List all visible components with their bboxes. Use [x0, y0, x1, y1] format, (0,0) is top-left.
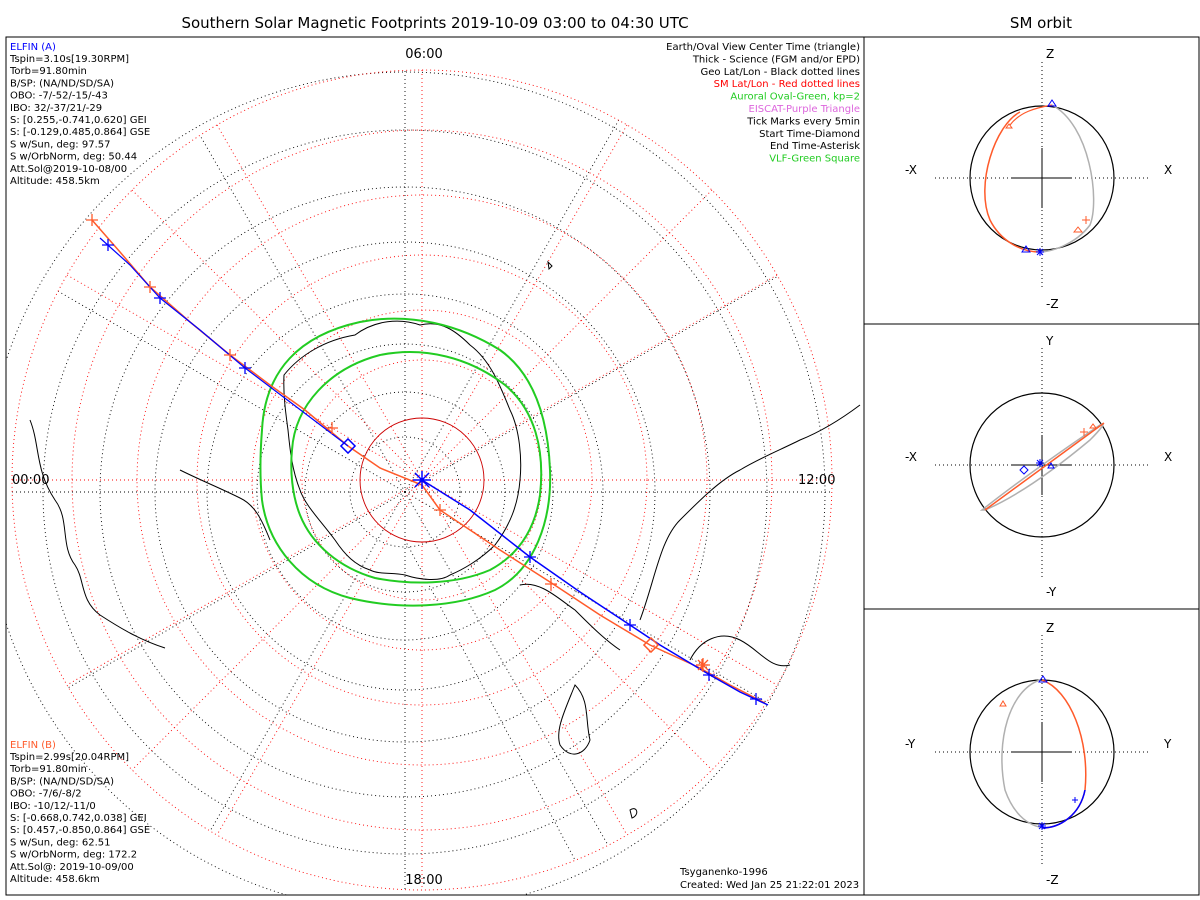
clock-bottom-label: 18:00 [405, 873, 442, 888]
probe-a-name: ELFIN (A) [10, 42, 56, 53]
model-label: Tsyganenko-1996 [679, 867, 768, 878]
legend-entry: VLF-Green Square [769, 154, 860, 165]
map-frame [5, 36, 865, 896]
plot-title: Southern Solar Magnetic Footprints 2019-… [181, 14, 688, 32]
probe-b-info-line: Altitude: 458.6km [10, 874, 100, 885]
probe-b-track [91, 219, 766, 704]
legend-entry: EISCAT-Purple Triangle [749, 104, 861, 115]
probe-a-info-line: Altitude: 458.5km [10, 176, 100, 187]
legend-entry: End Time-Asterisk [770, 141, 860, 152]
probe-b-info-line: Tspin=2.99s[20.04RPM] [9, 752, 129, 763]
probe-b-info-line: OBO: -7/6/-8/2 [10, 789, 82, 800]
orbit-3-top: Z [1046, 621, 1054, 635]
probe-b-end-asterisk [696, 658, 710, 672]
sm-longitude-grid [12, 70, 832, 890]
legend-entry: Start Time-Diamond [759, 129, 860, 140]
probe-b-info-line: S w/Sun, deg: 62.51 [10, 837, 110, 848]
orbit-panel-xz: Z -Z -X X [905, 47, 1172, 311]
legend-entry: Geo Lat/Lon - Black dotted lines [701, 67, 860, 78]
created-label: Created: Wed Jan 25 21:22:01 2023 [680, 880, 859, 891]
probe-b-name: ELFIN (B) [10, 740, 56, 751]
orbit-1-right: X [1164, 163, 1172, 177]
auroral-oval [259, 317, 552, 607]
probe-b-info-line: B/SP: (NA/ND/SD/SA) [10, 776, 114, 787]
legend-entry: SM Lat/Lon - Red dotted lines [714, 79, 860, 90]
orbit-panel-yz: Z -Z -Y Y [905, 621, 1172, 887]
coastlines [29, 260, 861, 819]
legend-entry: Earth/Oval View Center Time (triangle) [666, 42, 860, 53]
orbit-2-top: Y [1045, 334, 1054, 348]
orbit-1-top: Z [1046, 47, 1054, 61]
probe-a-info-line: B/SP: (NA/ND/SD/SA) [10, 78, 114, 89]
probe-b-info-line: S: [0.457,-0.850,0.864] GSE [10, 825, 150, 836]
legend: Earth/Oval View Center Time (triangle)Th… [666, 42, 860, 165]
probe-b-start-diamond [642, 636, 660, 654]
probe-a-ticks [102, 239, 762, 705]
probe-a-info-line: Tspin=3.10s[19.30RPM] [9, 54, 129, 65]
orbit-2-left: -X [905, 450, 917, 464]
probe-a-info-line: S: [-0.129,0.485,0.864] GSE [10, 127, 150, 138]
probe-b-info-line: S: [-0.668,0.742,0.038] GEI [10, 813, 147, 824]
probe-a-end-asterisk [413, 471, 431, 489]
geo-radial-line [404, 539, 576, 861]
orbit-2-bottom: -Y [1046, 585, 1057, 599]
geo-latitude-grid [6, 71, 826, 895]
probe-b-info-line: Torb=91.80min [9, 764, 87, 775]
orbit-1-bottom: -Z [1046, 297, 1059, 311]
clock-right-label: 12:00 [798, 473, 835, 488]
clock-top-label: 06:00 [405, 47, 442, 62]
orbit-1-left: -X [905, 163, 917, 177]
probe-b-info-line: IBO: -10/12/-11/0 [10, 801, 96, 812]
probe-a-info-line: OBO: -7/-52/-15/-43 [10, 91, 108, 102]
orbit-panel-xy: Y -Y -X X [905, 334, 1172, 599]
orbit-3-left: -Y [905, 737, 916, 751]
legend-entry: Tick Marks every 5min [746, 116, 860, 127]
probe-b-info: Tspin=2.99s[20.04RPM]Torb=91.80minB/SP: … [9, 752, 150, 885]
orbit-frames [863, 36, 1200, 896]
probe-b-info-line: S w/OrbNorm, deg: 172.2 [10, 850, 137, 861]
orbit-title: SM orbit [1010, 14, 1072, 32]
probe-a-info-line: S w/Sun, deg: 97.57 [10, 139, 110, 150]
probe-a-start-diamond [339, 437, 357, 455]
orbit-2-right: X [1164, 450, 1172, 464]
probe-a-info-line: S: [0.255,-0.741,0.620] GEI [10, 115, 147, 126]
orbit-3-right: Y [1163, 737, 1172, 751]
probe-b-ticks [86, 214, 708, 671]
clock-left-label: 00:00 [12, 473, 49, 488]
probe-a-info: Tspin=3.10s[19.30RPM]Torb=91.80minB/SP: … [9, 54, 150, 187]
probe-b-info-line: Att.Sol@: 2019-10-09/00 [10, 862, 134, 873]
probe-a-info-line: IBO: 32/-37/21/-29 [10, 103, 102, 114]
probe-a-info-line: Torb=91.80min [9, 66, 87, 77]
legend-entry: Auroral Oval-Green, kp=2 [730, 92, 860, 103]
orbit-3-bottom: -Z [1046, 873, 1059, 887]
probe-a-info-line: S w/OrbNorm, deg: 50.44 [10, 152, 137, 163]
probe-a-info-line: Att.Sol@2019-10-08/00 [10, 164, 127, 175]
legend-entry: Thick - Science (FGM and/or EPD) [692, 54, 860, 65]
